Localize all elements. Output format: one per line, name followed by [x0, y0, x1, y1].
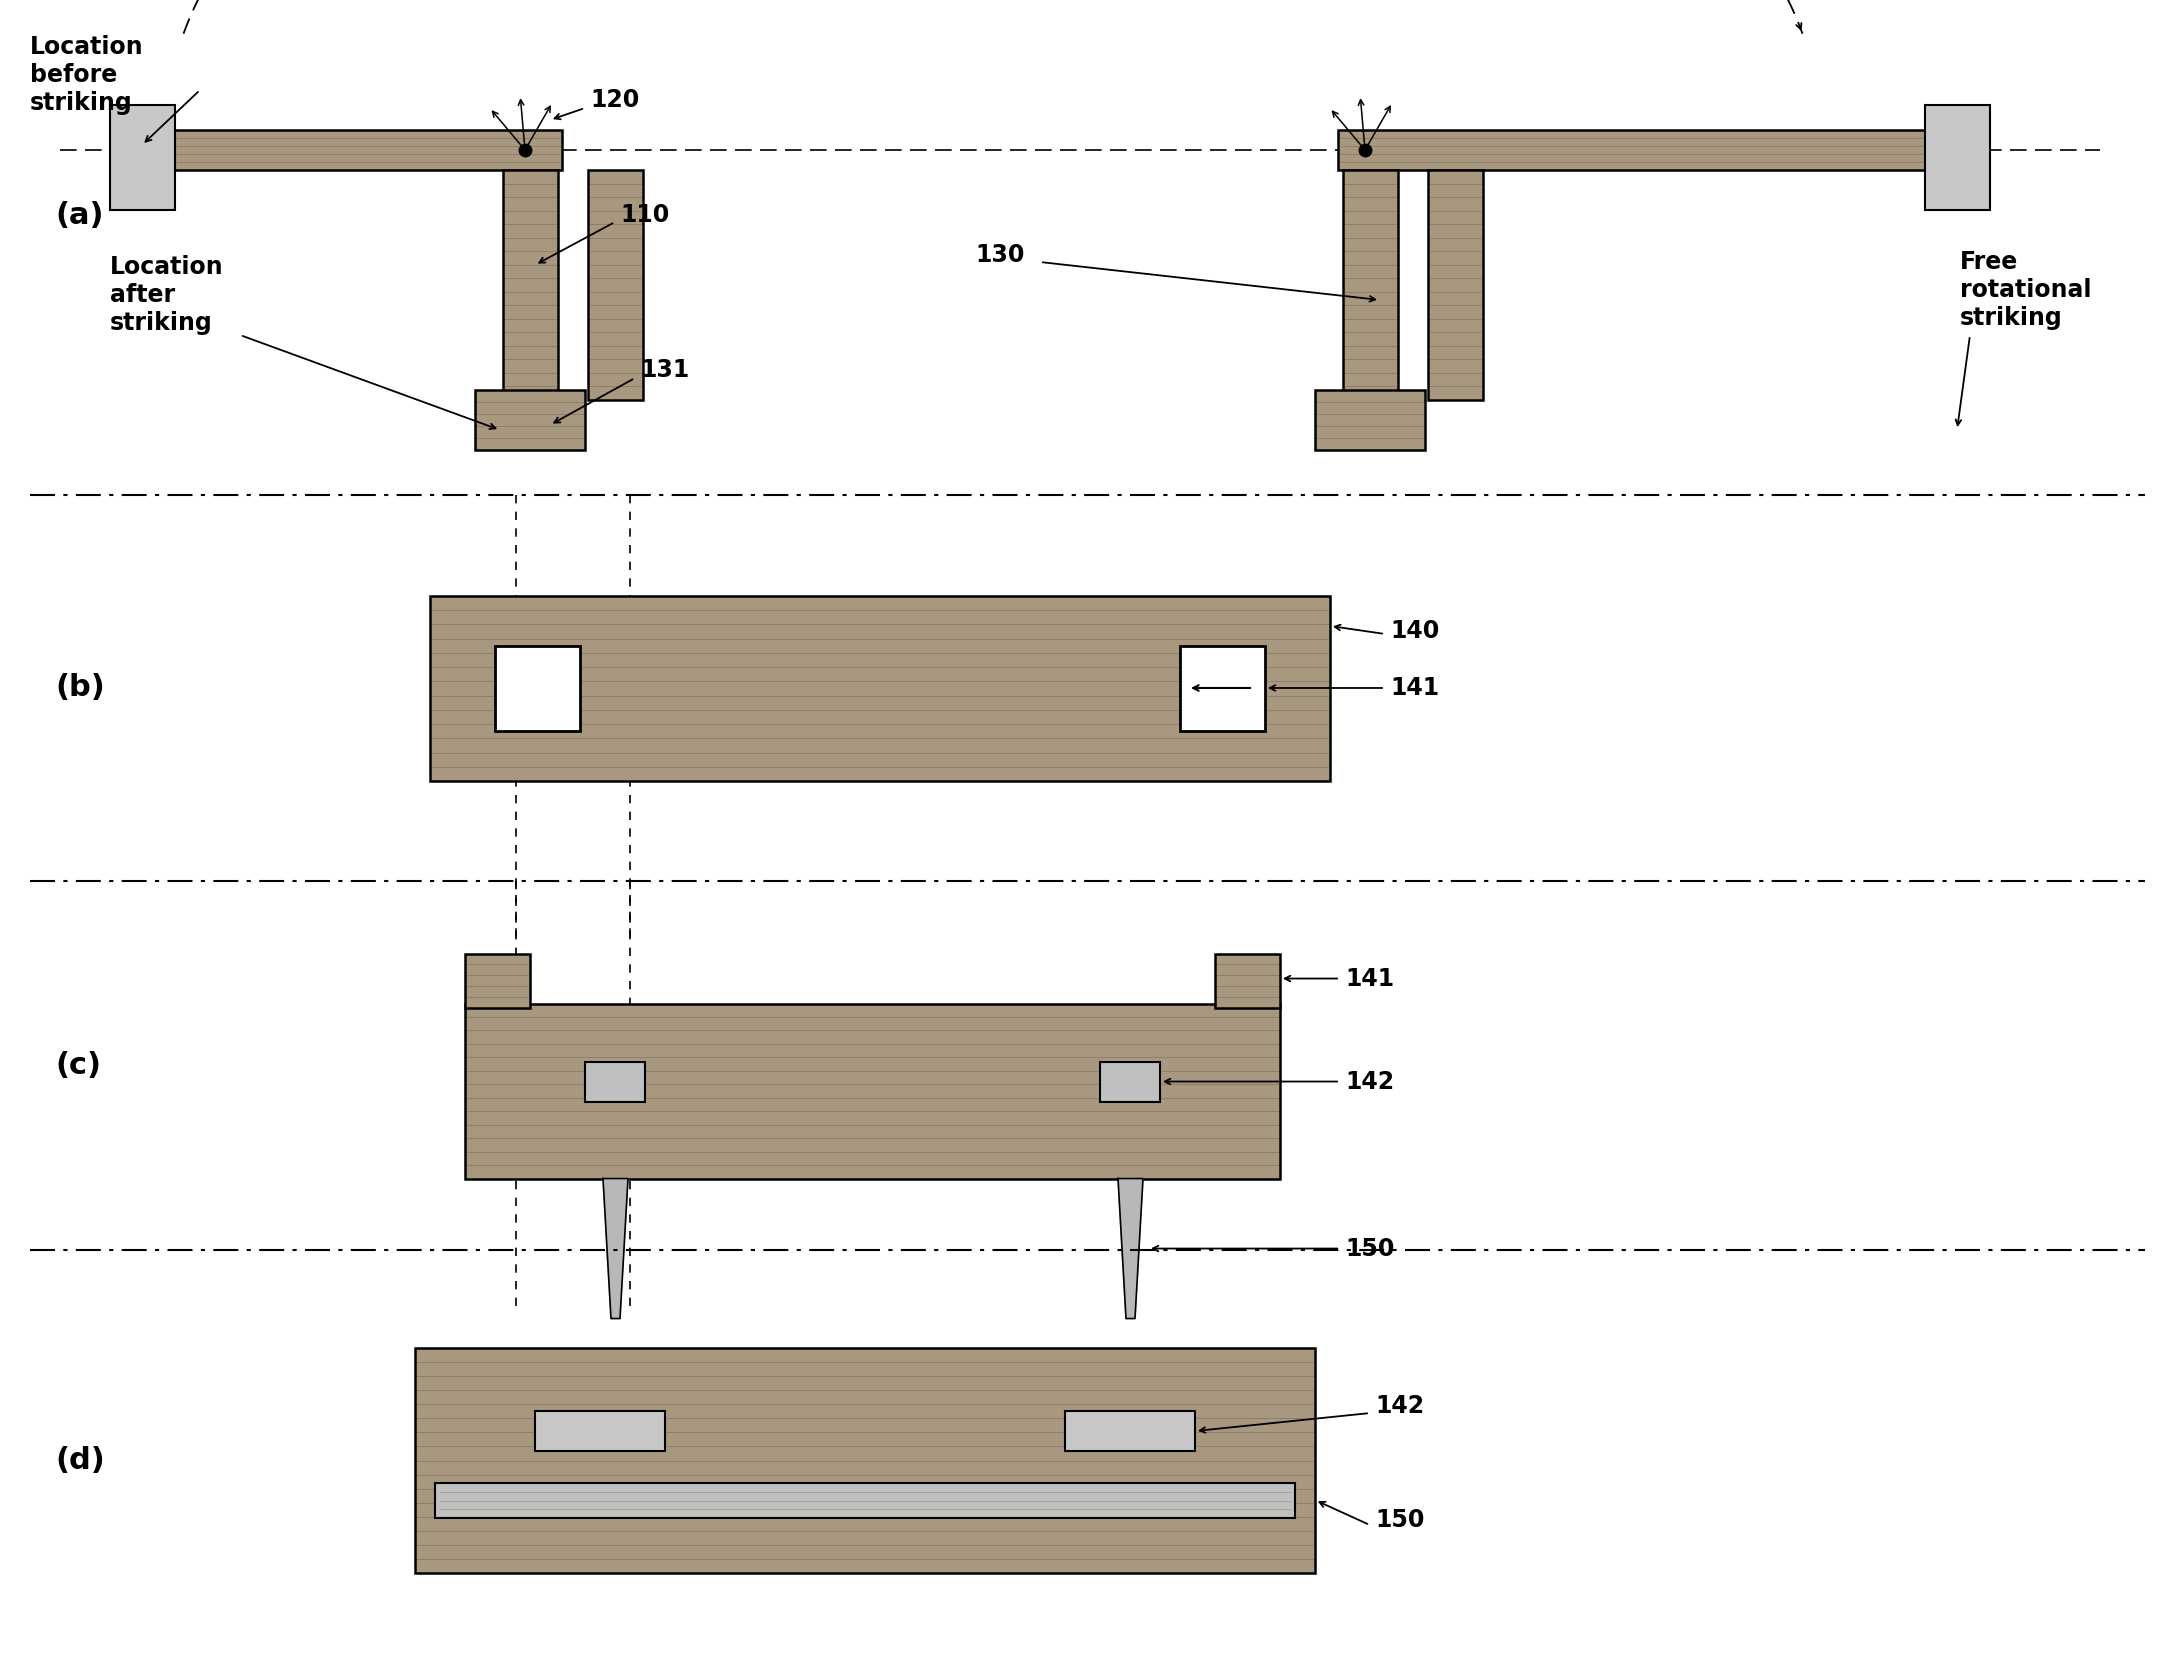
Text: 131: 131 — [639, 357, 689, 383]
Bar — [1216, 953, 1281, 1007]
Text: (a): (a) — [54, 200, 104, 230]
Text: 142: 142 — [1375, 1394, 1425, 1418]
Text: Location
before
striking: Location before striking — [30, 35, 144, 114]
Bar — [1101, 1062, 1159, 1101]
Bar — [435, 1483, 1294, 1519]
Bar — [1429, 169, 1483, 399]
Text: 130: 130 — [974, 243, 1024, 267]
Text: Free
rotational
striking: Free rotational striking — [1960, 250, 2092, 331]
Bar — [1181, 646, 1266, 732]
Bar — [1338, 129, 1936, 169]
Polygon shape — [1118, 1178, 1144, 1319]
Text: 140: 140 — [1390, 619, 1440, 643]
Bar — [431, 596, 1329, 780]
Bar — [1925, 106, 1990, 210]
Text: (b): (b) — [54, 673, 104, 703]
Bar — [1066, 1411, 1194, 1451]
Bar — [465, 1003, 1281, 1178]
Text: (c): (c) — [54, 1050, 100, 1081]
Text: 150: 150 — [1375, 1509, 1425, 1532]
Bar — [474, 389, 585, 450]
Text: 142: 142 — [1344, 1069, 1394, 1094]
Text: 120: 120 — [589, 87, 639, 112]
Bar — [1342, 169, 1399, 399]
Polygon shape — [602, 1178, 629, 1319]
Bar — [415, 1347, 1316, 1572]
Bar — [1316, 389, 1425, 450]
Text: 141: 141 — [1344, 967, 1394, 990]
Text: 141: 141 — [1390, 676, 1440, 700]
Text: 150: 150 — [1344, 1237, 1394, 1260]
Text: (d): (d) — [54, 1445, 104, 1475]
Bar — [587, 169, 644, 399]
Text: 110: 110 — [620, 203, 670, 227]
Bar — [502, 169, 559, 399]
Bar — [111, 106, 174, 210]
Bar — [465, 953, 531, 1007]
Text: Location
after
striking: Location after striking — [111, 255, 224, 336]
Bar — [115, 129, 561, 169]
Bar — [585, 1062, 646, 1101]
Bar — [535, 1411, 666, 1451]
Bar — [496, 646, 581, 732]
